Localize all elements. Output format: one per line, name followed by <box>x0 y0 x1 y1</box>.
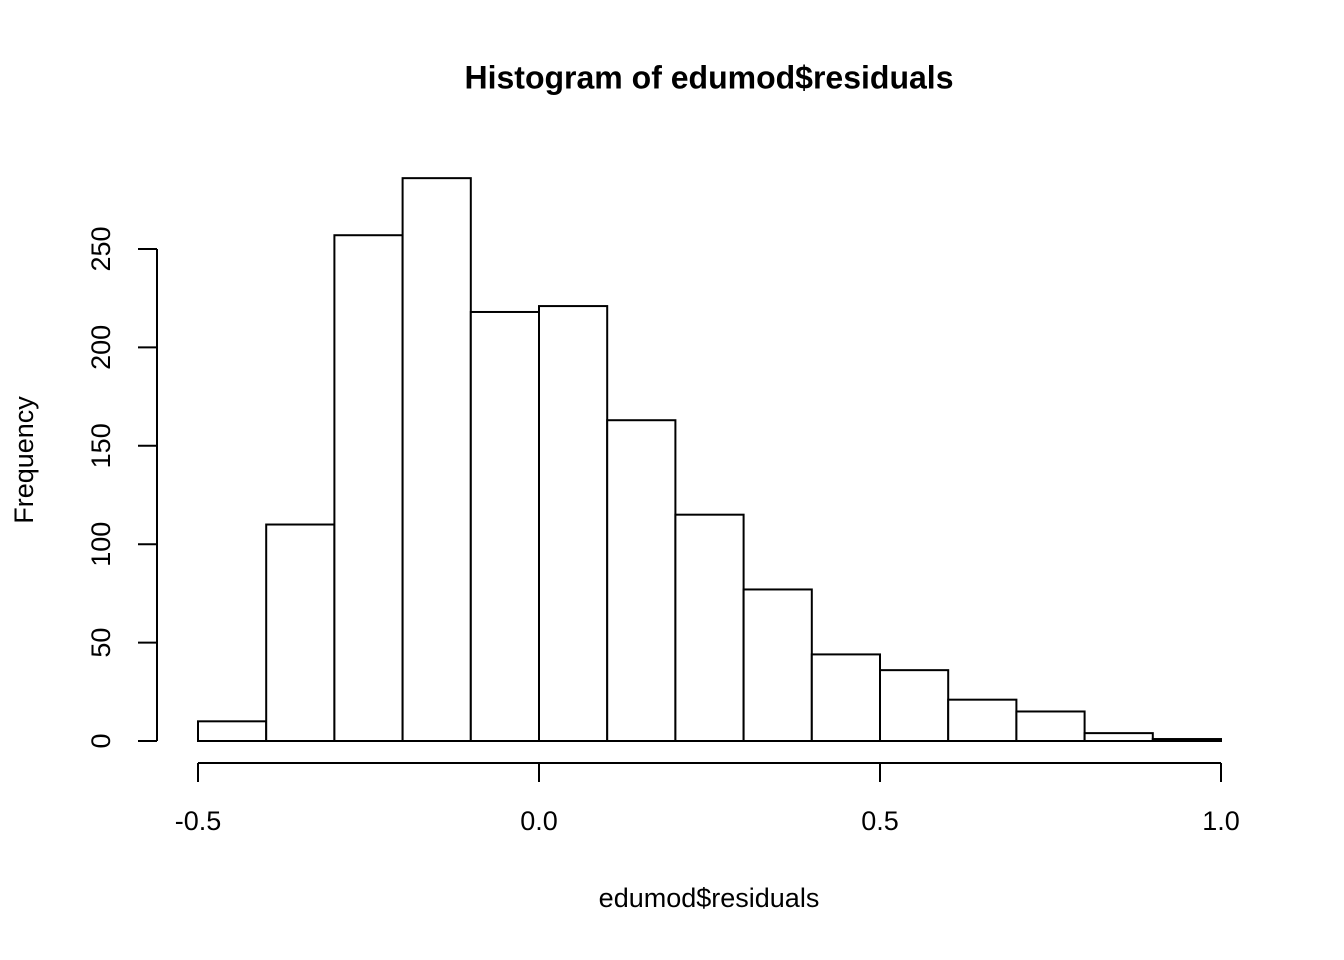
x-tick-label: -0.5 <box>175 806 222 836</box>
y-tick-label: 100 <box>86 522 116 567</box>
bar <box>947 698 1018 742</box>
bar <box>401 177 472 743</box>
bar <box>606 419 677 742</box>
y-axis-label: Frequency <box>9 396 39 524</box>
bar <box>742 588 813 742</box>
bar <box>333 234 404 742</box>
bar <box>810 653 881 743</box>
bar <box>265 523 336 743</box>
bar <box>469 310 540 742</box>
x-tick-label: 0.0 <box>520 806 558 836</box>
y-tick-label: 0 <box>86 733 116 748</box>
bar <box>1015 710 1086 742</box>
bar <box>1083 732 1154 742</box>
bar <box>1151 738 1223 742</box>
x-axis-label: edumod$residuals <box>599 883 820 913</box>
bar <box>879 669 950 742</box>
bar <box>197 720 268 743</box>
chart-title: Histogram of edumod$residuals <box>465 59 954 95</box>
bar <box>538 305 609 742</box>
y-tick-label: 250 <box>86 226 116 271</box>
y-tick-label: 200 <box>86 325 116 370</box>
y-tick-label: 50 <box>86 628 116 658</box>
bar <box>674 513 745 742</box>
x-tick-label: 1.0 <box>1202 806 1240 836</box>
x-tick-label: 0.5 <box>861 806 899 836</box>
y-tick-label: 150 <box>86 423 116 468</box>
